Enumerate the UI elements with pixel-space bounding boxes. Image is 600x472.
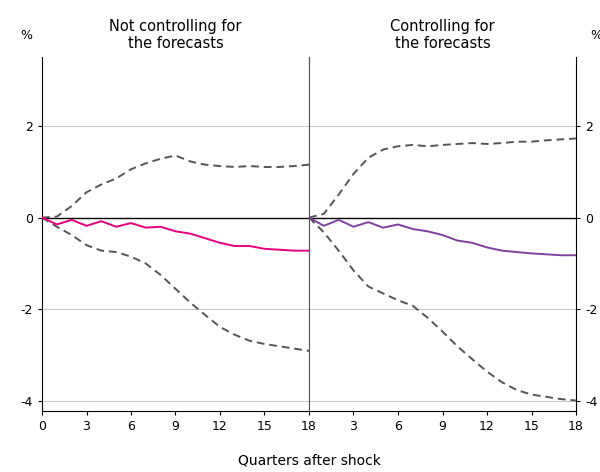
Text: Quarters after shock: Quarters after shock	[238, 453, 380, 467]
Title: Controlling for
the forecasts: Controlling for the forecasts	[390, 19, 495, 51]
Title: Not controlling for
the forecasts: Not controlling for the forecasts	[109, 19, 242, 51]
Text: %: %	[20, 29, 32, 42]
Text: %: %	[591, 29, 600, 42]
